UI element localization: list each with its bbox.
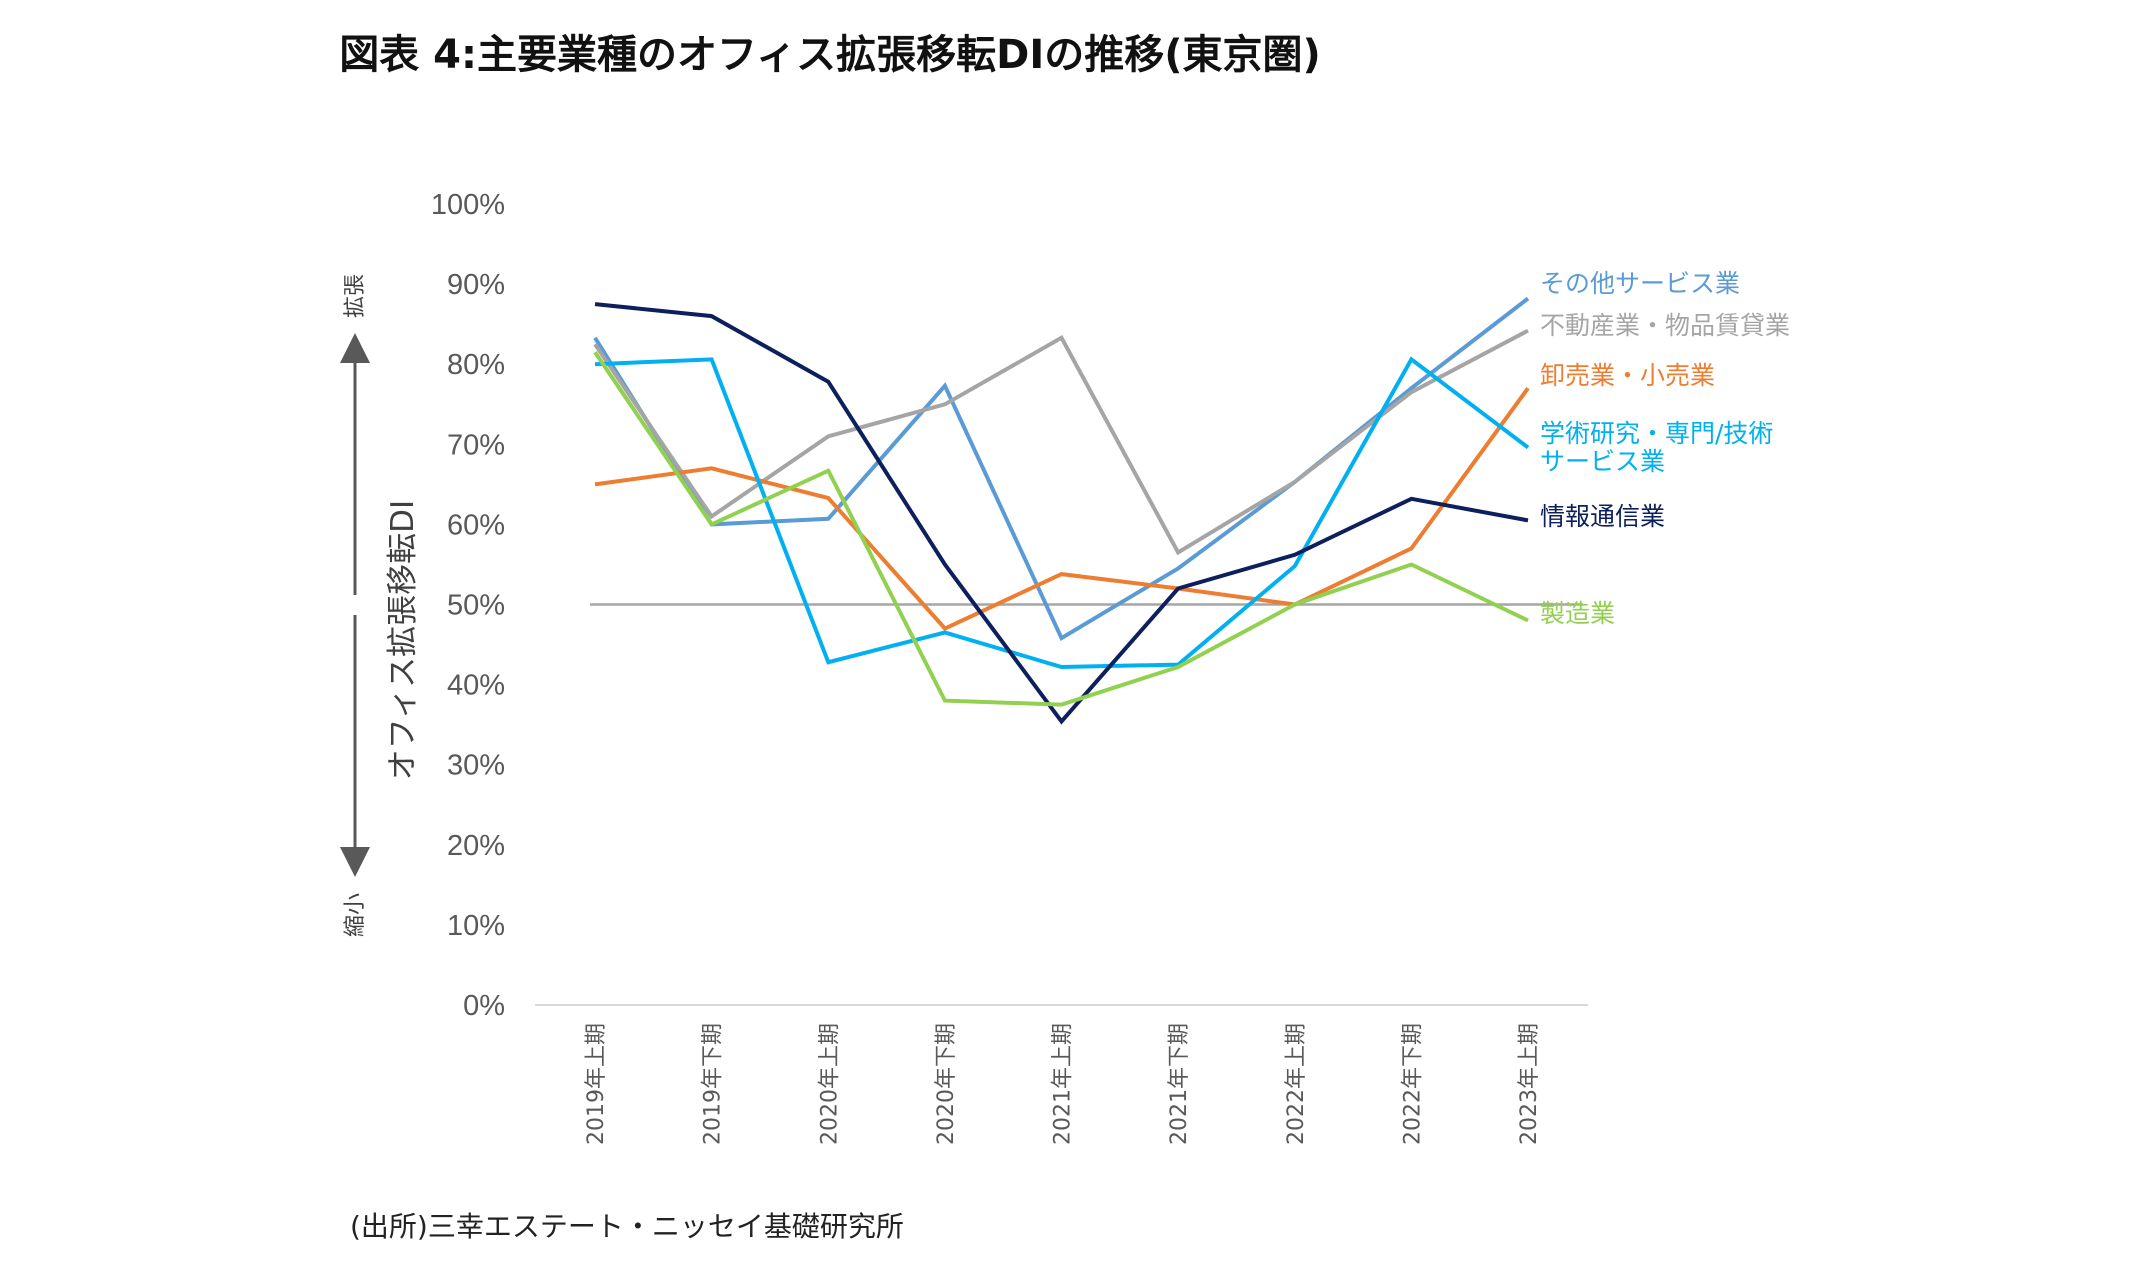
y-tick-label: 40% bbox=[447, 670, 505, 702]
x-tick-label: 2021年下期 bbox=[1167, 1023, 1192, 1145]
y-tick-label: 70% bbox=[447, 429, 505, 461]
y-tick-label: 0% bbox=[463, 990, 505, 1022]
y-tick-label: 20% bbox=[447, 830, 505, 862]
x-tick-labels: 2019年上期 2019年下期 2020年上期 2020年下期 2021年上期 2021年… bbox=[584, 1023, 1542, 1145]
series-line-2 bbox=[594, 387, 1530, 631]
y-tick-label: 100% bbox=[431, 189, 505, 221]
series-labels: その他サービス業不動産業・物品賃貸業卸売業・小売業学術研究・専門/技術サービス業… bbox=[1540, 269, 1790, 628]
y-tick-label: 90% bbox=[447, 269, 505, 301]
series-line-3 bbox=[594, 356, 1530, 670]
x-tick-label: 2022年下期 bbox=[1400, 1023, 1425, 1145]
series-label-2: 卸売業・小売業 bbox=[1540, 361, 1715, 390]
series-label-5: 製造業 bbox=[1540, 599, 1615, 628]
x-tick-label: 2019年下期 bbox=[701, 1023, 726, 1145]
y-axis-bottom-note: 縮小 bbox=[343, 893, 368, 937]
x-tick-label: 2020年下期 bbox=[934, 1023, 959, 1145]
series-lines bbox=[593, 296, 1530, 725]
y-tick-label: 10% bbox=[447, 910, 505, 942]
y-axis-label: オフィス拡張移転DI bbox=[385, 500, 421, 780]
y-tick-labels: 0% 10% 20% 30% 40% 50% 60% 70% 80% 90% 100% bbox=[431, 189, 505, 1022]
series-label-1: 不動産業・物品賃貸業 bbox=[1540, 311, 1790, 340]
series-line-5 bbox=[593, 351, 1529, 707]
series-label-0: その他サービス業 bbox=[1540, 269, 1740, 298]
y-tick-label: 60% bbox=[447, 509, 505, 541]
series-label-4: 情報通信業 bbox=[1540, 502, 1665, 531]
y-tick-label: 50% bbox=[447, 590, 505, 622]
x-tick-label: 2021年上期 bbox=[1051, 1023, 1076, 1145]
series-line-0 bbox=[593, 296, 1530, 641]
series-label-3: 学術研究・専門/技術サービス業 bbox=[1540, 419, 1773, 476]
y-axis-top-note: 拡張 bbox=[343, 274, 368, 318]
x-tick-label: 2020年上期 bbox=[817, 1023, 842, 1145]
x-tick-label: 2023年上期 bbox=[1517, 1023, 1542, 1145]
x-tick-label: 2019年上期 bbox=[584, 1023, 609, 1145]
series-line-4 bbox=[594, 302, 1529, 725]
source-note: (出所)三幸エステート・ニッセイ基礎研究所 bbox=[350, 1210, 904, 1243]
y-tick-label: 30% bbox=[447, 750, 505, 782]
y-tick-label: 80% bbox=[447, 349, 505, 381]
axes-layer bbox=[535, 603, 1588, 1006]
series-line-1 bbox=[593, 328, 1529, 556]
chart-title: 図表 4:主要業種のオフィス拡張移転DIの推移(東京圏) bbox=[339, 32, 1321, 78]
x-tick-label: 2022年上期 bbox=[1284, 1023, 1309, 1145]
